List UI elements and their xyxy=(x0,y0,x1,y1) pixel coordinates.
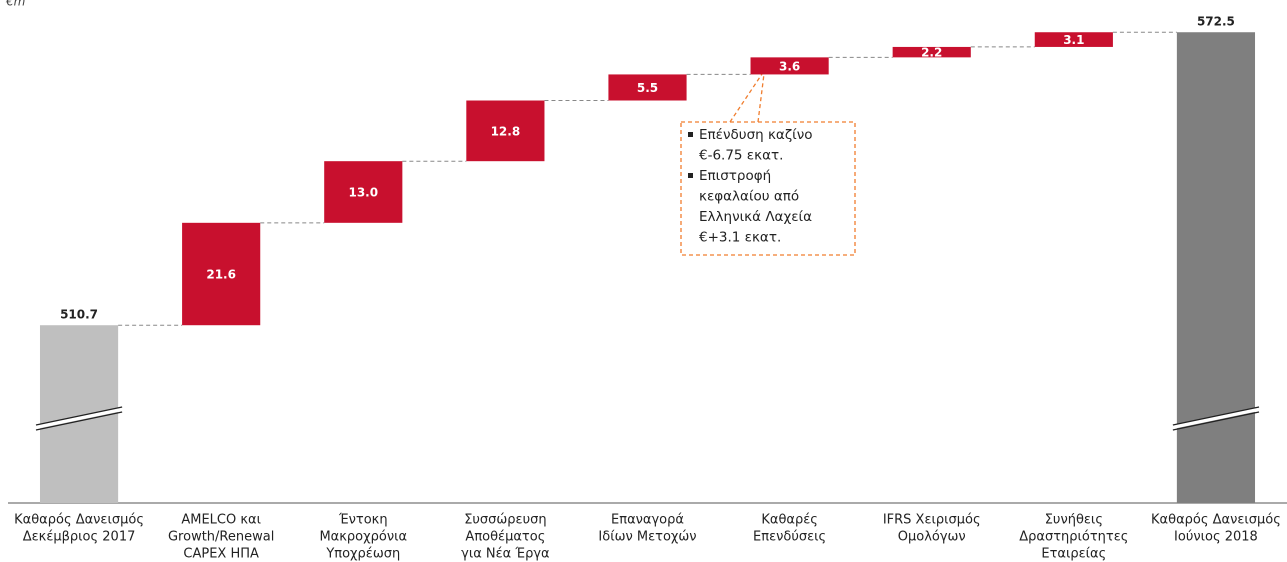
bar xyxy=(1176,32,1256,503)
x-tick-label: Ιδίων Μετοχών xyxy=(598,530,696,545)
annotation-text: Επιστροφή xyxy=(699,168,771,184)
x-tick-label: Αποθέματος xyxy=(465,530,545,545)
bar xyxy=(324,161,403,223)
bullet xyxy=(688,173,693,178)
x-tick-label: Ομολόγων xyxy=(898,530,966,545)
annotation-leader xyxy=(757,73,765,123)
bullet xyxy=(688,132,693,137)
annotation-text: Επένδυση καζίνο xyxy=(699,127,813,143)
x-tick-label: για Νέα Έργα xyxy=(461,547,549,562)
annotation-leader xyxy=(729,73,763,123)
data-label: 5.5 xyxy=(637,81,658,95)
x-tick-label: Συσσώρευση xyxy=(464,513,546,528)
x-tick-label: CAPEX ΗΠΑ xyxy=(183,547,259,562)
x-tick-label: Υποχρέωση xyxy=(325,547,400,562)
bar xyxy=(1034,32,1113,47)
bar xyxy=(750,57,829,75)
x-tick-label: Επαναγορά xyxy=(611,513,684,528)
x-tick-label: Εταιρείας xyxy=(1041,547,1106,562)
annotation-text: €-6.75 εκατ. xyxy=(699,148,783,164)
axis-break xyxy=(1172,406,1260,426)
unit-label: €m xyxy=(5,0,25,9)
annotation-text: €+3.1 εκατ. xyxy=(699,230,781,246)
data-label: 2.2 xyxy=(921,46,942,60)
x-tick-label: Καθαρός Δανεισμός xyxy=(14,513,144,528)
bar xyxy=(892,46,971,58)
x-tick-label: Δεκέμβριος 2017 xyxy=(23,530,136,545)
axis-break xyxy=(35,407,123,429)
data-label: 3.6 xyxy=(779,59,800,73)
x-tick-label: Μακροχρόνια xyxy=(319,530,407,545)
annotation-text: Ελληνικά Λαχεία xyxy=(699,209,812,225)
data-label: 510.7 xyxy=(60,308,98,322)
x-tick-label: Συνήθεις xyxy=(1045,513,1103,528)
bar xyxy=(466,100,545,162)
data-label: 13.0 xyxy=(348,186,378,200)
x-tick-label: Καθαρός Δανεισμός xyxy=(1151,513,1281,528)
x-tick-label: AMELCO και xyxy=(181,513,261,528)
data-label: 21.6 xyxy=(206,268,236,282)
axis-break xyxy=(35,411,123,431)
x-tick-label: Growth/Renewal xyxy=(168,530,274,545)
data-label: 3.1 xyxy=(1063,33,1084,47)
annotation-box xyxy=(680,121,856,256)
axis-break xyxy=(1172,411,1260,431)
annotation-text: κεφαλαίου από xyxy=(699,189,799,205)
axis-break xyxy=(35,406,123,426)
x-tick-label: IFRS Χειρισμός xyxy=(883,513,981,528)
x-tick-label: Δραστηριότητες xyxy=(1019,530,1128,545)
bar xyxy=(608,74,687,101)
axis-break xyxy=(1172,407,1260,429)
x-tick-label: Έντοκη xyxy=(338,513,388,528)
bar xyxy=(182,222,261,326)
data-label: 12.8 xyxy=(491,124,521,138)
x-tick-label: Ιούνιος 2018 xyxy=(1174,530,1258,545)
data-label: 572.5 xyxy=(1197,15,1235,29)
x-tick-label: Επενδύσεις xyxy=(753,530,826,545)
x-tick-label: Καθαρές xyxy=(761,513,818,528)
